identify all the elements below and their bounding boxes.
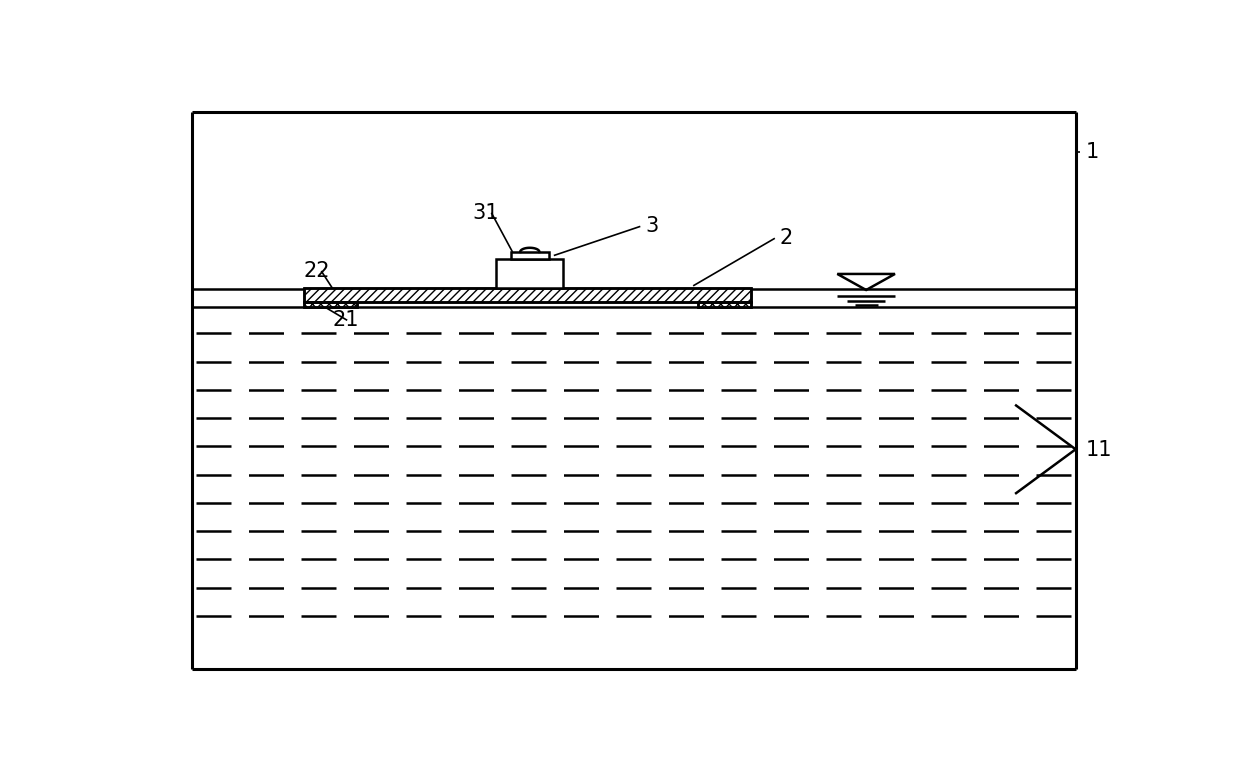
Text: 2: 2 (780, 229, 792, 249)
Bar (304, 288, 750, 302)
Text: 21: 21 (332, 310, 360, 330)
Bar (698, 302, 750, 306)
Bar (698, 302, 750, 306)
Bar (304, 302, 357, 306)
Text: 22: 22 (304, 261, 330, 281)
Text: 11: 11 (1085, 441, 1112, 460)
Bar (304, 302, 357, 306)
Bar (496, 259, 563, 288)
Text: 3: 3 (645, 216, 658, 236)
Bar (304, 288, 750, 302)
Bar (304, 302, 357, 306)
Bar (304, 288, 750, 302)
Bar (698, 302, 750, 306)
Text: 31: 31 (472, 203, 498, 222)
Text: 1: 1 (1085, 142, 1099, 162)
Bar (511, 252, 549, 259)
